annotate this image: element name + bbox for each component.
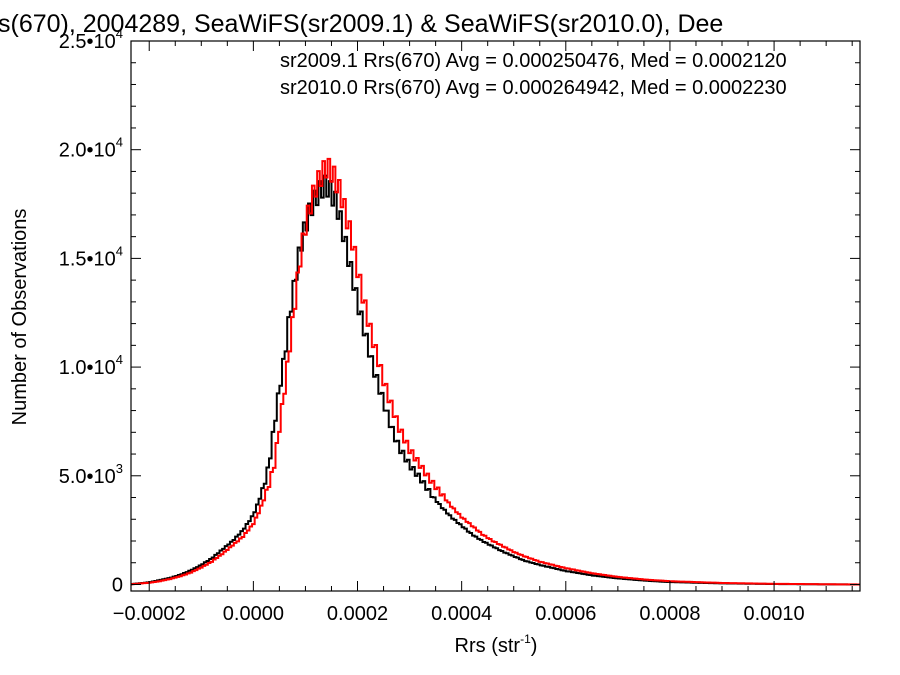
x-tick-label: 0.0000 — [223, 603, 284, 625]
x-tick-label: −0.0002 — [113, 603, 186, 625]
x-tick-label: 0.0010 — [743, 603, 804, 625]
y-tick-label: 1.0•104 — [59, 352, 123, 379]
x-tick-label: 0.0008 — [639, 603, 700, 625]
annotation-sr2009: sr2009.1 Rrs(670) Avg = 0.000250476, Med… — [280, 50, 787, 72]
x-axis-label-end: ) — [531, 635, 538, 657]
y-axis-label: Number of Observations — [9, 209, 31, 426]
y-tick-label: 2.0•104 — [59, 135, 123, 162]
y-tick-label: 0 — [112, 574, 123, 596]
y-tick-label: 2.5•104 — [59, 26, 123, 53]
x-axis-label: Rrs (str-1) — [455, 632, 538, 657]
annotation-sr2010: sr2010.0 Rrs(670) Avg = 0.000264942, Med… — [280, 77, 787, 99]
x-axis-label-sup: -1 — [520, 632, 531, 646]
histogram-series-1 — [131, 157, 860, 586]
y-tick-label: 1.5•104 — [59, 243, 123, 270]
x-tick-label: 0.0002 — [327, 603, 388, 625]
chart-title: s(670), 2004289, SeaWiFS(sr2009.1) & Sea… — [0, 10, 723, 38]
histogram-series-0 — [131, 174, 860, 586]
x-tick-label: 0.0006 — [535, 603, 596, 625]
x-tick-label: 0.0004 — [431, 603, 492, 625]
x-axis-label-main: Rrs (str — [455, 635, 521, 657]
plot-frame — [130, 40, 861, 592]
y-tick-label: 5.0•103 — [59, 461, 123, 488]
